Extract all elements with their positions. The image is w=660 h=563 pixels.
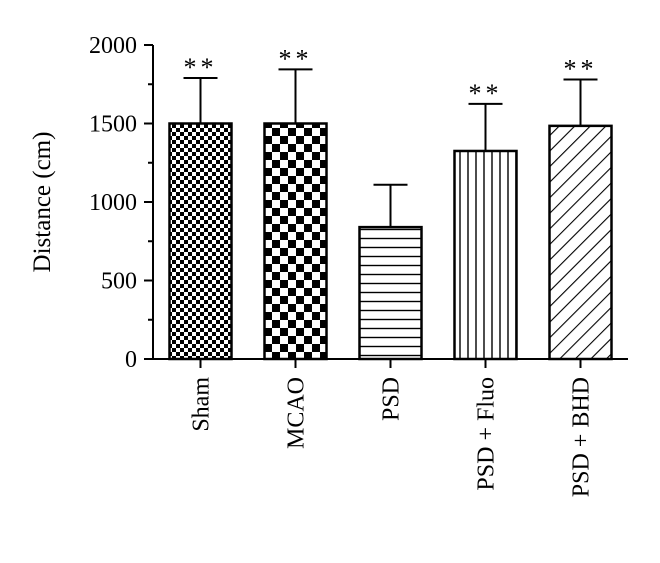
x-tick-label: PSD <box>379 377 405 421</box>
x-tick-label: Sham <box>189 377 215 432</box>
bar-mcao <box>263 122 328 361</box>
bar-sham <box>168 122 233 361</box>
y-tick-label: 2000 <box>89 33 137 59</box>
y-tick-label: 1000 <box>89 190 137 216</box>
bar-psd-bhd <box>548 124 613 361</box>
bar-psd <box>358 225 423 361</box>
y-tick-label: 500 <box>101 269 137 295</box>
y-axis-label: Distance (cm) <box>29 132 56 273</box>
bar-psd-fluo <box>453 149 518 361</box>
x-tick-label: MCAO <box>284 377 310 449</box>
significance-marker: ** <box>279 44 313 73</box>
x-axis: Sham MCAO PSD PSD + Fluo PSD + BHD <box>153 358 628 497</box>
bars-group: ** ** ** ** <box>168 44 613 361</box>
y-tick-label: 0 <box>125 347 137 373</box>
significance-marker: ** <box>564 55 598 84</box>
x-tick-label: PSD + Fluo <box>474 377 500 491</box>
y-tick-label: 1500 <box>89 112 137 138</box>
significance-marker: ** <box>184 53 218 82</box>
significance-marker: ** <box>469 79 503 108</box>
x-tick-label: PSD + BHD <box>569 377 595 497</box>
y-axis: 0 500 1000 1500 2000 <box>89 33 154 373</box>
